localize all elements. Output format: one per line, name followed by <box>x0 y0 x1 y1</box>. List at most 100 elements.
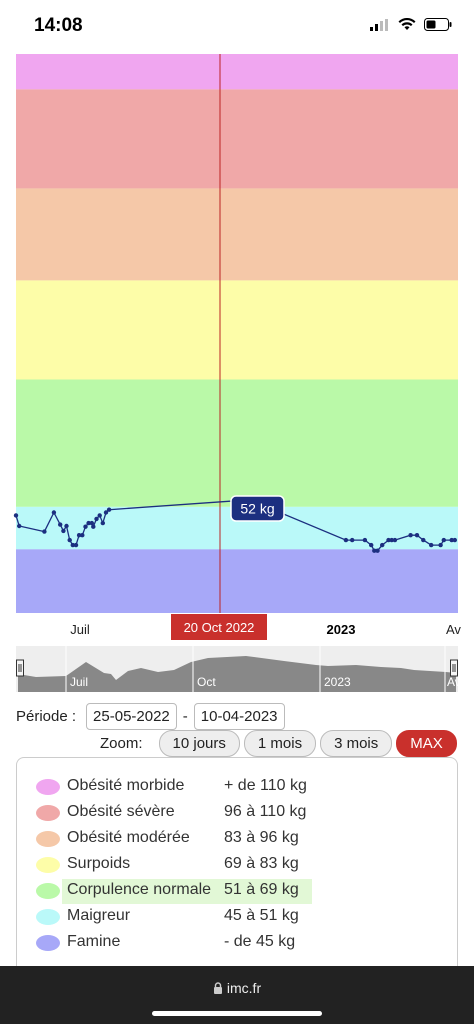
legend-highlight <box>62 879 312 904</box>
period-selector: Période : 25-05-2022 - 10-04-2023 <box>16 703 285 730</box>
data-point[interactable] <box>42 529 47 534</box>
data-point[interactable] <box>100 520 106 526</box>
data-point[interactable] <box>414 533 420 538</box>
cellular-signal-icon <box>370 18 388 31</box>
period-separator: - <box>182 708 188 725</box>
data-point[interactable] <box>94 516 99 522</box>
legend-name: Obésité modérée <box>67 829 190 846</box>
data-point[interactable] <box>67 537 72 543</box>
legend-range: + de 110 kg <box>224 777 307 794</box>
zone-band <box>16 54 458 90</box>
weight-chart[interactable]: 52 kg Juil 2023 Av 20 Oct 2022 <box>0 54 474 640</box>
navigator-label: Av <box>447 675 458 689</box>
navigator-area <box>18 656 456 692</box>
legend-swatch <box>36 909 60 925</box>
zone-band <box>16 280 458 380</box>
data-point[interactable] <box>91 524 96 529</box>
legend-range: 83 à 96 kg <box>224 829 299 846</box>
period-start-input[interactable]: 25-05-2022 <box>86 703 177 730</box>
x-tick-label: 2023 <box>327 622 356 637</box>
navigator-label: Juil <box>70 675 88 689</box>
home-indicator <box>152 1011 322 1016</box>
address-bar[interactable]: imc.fr <box>0 980 474 996</box>
x-tick-label: Av <box>446 622 461 637</box>
legend-name: Obésité sévère <box>67 803 175 820</box>
data-point[interactable] <box>80 533 85 538</box>
data-point[interactable] <box>70 542 76 548</box>
legend-row: Obésité morbide + de 110 kg <box>17 775 457 799</box>
zone-band <box>16 89 458 189</box>
legend-swatch <box>36 935 60 951</box>
zoom-max-button[interactable]: MAX <box>396 730 457 757</box>
data-point[interactable] <box>61 528 66 534</box>
navigator-handle-right[interactable] <box>450 659 458 677</box>
data-point[interactable] <box>369 542 374 548</box>
period-label: Période : <box>16 708 77 725</box>
data-point[interactable] <box>103 510 109 515</box>
navigator-label: 2023 <box>324 675 351 689</box>
data-point[interactable] <box>438 542 443 548</box>
legend-range: 69 à 83 kg <box>224 855 299 872</box>
data-point[interactable] <box>97 513 102 518</box>
legend-name: Surpoids <box>67 855 131 872</box>
data-point[interactable] <box>73 542 79 548</box>
data-point[interactable] <box>58 522 63 527</box>
legend-row: Famine - de 45 kg <box>17 931 457 955</box>
bmi-legend: Obésité morbide + de 110 kg Obésité sévère… <box>16 757 458 979</box>
legend-name: Famine <box>67 933 121 950</box>
data-point[interactable] <box>64 523 69 529</box>
data-point[interactable] <box>380 542 385 548</box>
data-point[interactable] <box>372 548 377 553</box>
zoom-10-days-button[interactable]: 10 jours <box>158 730 240 757</box>
legend-row: Surpoids 69 à 83 kg <box>17 853 457 877</box>
data-point[interactable] <box>343 537 349 543</box>
legend-row: Corpulence normale 51 à 69 kg <box>17 879 457 904</box>
tooltip: 52 kg <box>230 495 285 522</box>
legend-name: Corpulence normale <box>67 881 212 898</box>
legend-range: 45 à 51 kg <box>224 907 299 924</box>
battery-icon <box>424 18 452 31</box>
data-point[interactable] <box>449 537 454 543</box>
data-point[interactable] <box>13 513 19 518</box>
data-point[interactable] <box>106 507 112 512</box>
legend-swatch <box>36 779 60 795</box>
browser-bottom-bar: imc.fr <box>0 966 474 1024</box>
legend-range: 51 à 69 kg <box>224 881 299 898</box>
period-end-input[interactable]: 10-04-2023 <box>193 703 285 730</box>
x-tick-label: Juil <box>70 622 90 637</box>
data-point[interactable] <box>83 524 88 529</box>
legend-name: Obésité morbide <box>67 777 185 794</box>
crosshair-date-text: 20 Oct 2022 <box>184 620 255 635</box>
range-navigator[interactable]: Juil Oct 2023 Av <box>16 646 458 692</box>
data-point[interactable] <box>17 523 22 529</box>
tooltip-value: 52 kg <box>240 501 274 517</box>
data-point[interactable] <box>51 510 57 515</box>
legend-swatch <box>36 857 60 873</box>
data-point[interactable] <box>421 537 426 543</box>
data-point[interactable] <box>429 542 434 548</box>
legend-range: 96 à 110 kg <box>224 803 307 820</box>
legend-row: Maigreur 45 à 51 kg <box>17 905 457 929</box>
data-point[interactable] <box>362 537 368 543</box>
data-point[interactable] <box>375 548 380 553</box>
zoom-3-months-button[interactable]: 3 mois <box>320 730 393 757</box>
data-point[interactable] <box>452 537 457 543</box>
data-point[interactable] <box>392 537 398 543</box>
data-point[interactable] <box>389 537 394 543</box>
data-point[interactable] <box>408 533 413 538</box>
wifi-icon <box>398 18 416 30</box>
data-point[interactable] <box>89 520 95 526</box>
legend-swatch <box>36 883 60 899</box>
data-point[interactable] <box>441 537 446 543</box>
legend-swatch <box>36 805 60 821</box>
data-point[interactable] <box>386 537 391 543</box>
lock-icon <box>213 982 222 994</box>
zoom-1-month-button[interactable]: 1 mois <box>243 730 317 757</box>
navigator-handle-left[interactable] <box>16 659 24 677</box>
url-text: imc.fr <box>226 980 262 996</box>
data-point[interactable] <box>76 533 82 538</box>
navigator-label: Oct <box>197 675 216 689</box>
data-point[interactable] <box>86 520 91 526</box>
legend-row: Obésité sévère 96 à 110 kg <box>17 801 457 825</box>
data-point[interactable] <box>350 537 355 543</box>
